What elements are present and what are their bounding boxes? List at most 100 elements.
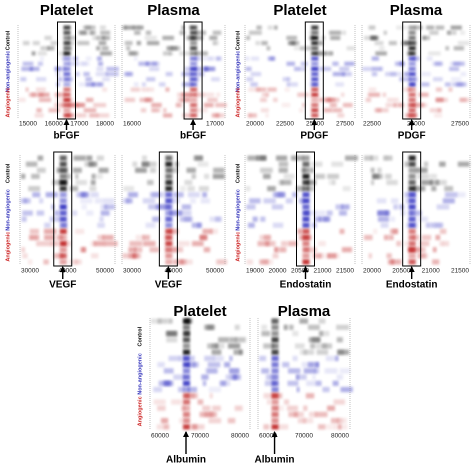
group-label: Control [5,30,11,50]
gel-image [20,155,118,265]
band [196,222,203,228]
band [425,222,431,228]
band [152,108,159,113]
band [75,72,80,77]
band [408,77,416,82]
band [434,113,443,118]
arrow-head [271,431,278,437]
band [435,25,445,30]
x-tick-label: 50000 [206,268,224,275]
band [98,41,107,46]
band [91,82,104,87]
band [187,192,200,198]
group-label: Non-angiogenic [5,189,11,231]
x-tick-label: 18000 [96,121,114,128]
band [191,241,204,247]
band [141,161,151,167]
band [435,222,442,228]
x-tick-label: 20000 [246,121,264,128]
band [191,35,204,40]
band [163,368,174,374]
band [311,108,319,113]
band [179,259,187,265]
band [125,198,133,204]
band [200,198,211,204]
band [127,192,138,198]
band [96,35,100,40]
band [459,97,467,102]
x-tick-label: 30000 [123,268,141,275]
gel-image [122,25,227,118]
protein-label: PDGF [300,131,328,142]
band [99,216,104,222]
band [234,324,240,330]
band [37,61,43,66]
band [261,324,268,330]
band [303,368,317,374]
band [444,192,458,198]
band [86,155,93,161]
band [98,61,103,66]
band [255,41,261,46]
band [190,72,198,77]
band [417,173,430,179]
band [59,186,67,192]
band [295,374,300,380]
band [385,72,397,77]
band [311,66,319,71]
band [44,234,56,241]
band [95,72,108,77]
band [371,173,376,179]
band [92,35,99,40]
band [432,247,437,253]
band [20,198,28,204]
band [63,41,71,46]
band [59,192,67,198]
band [413,186,426,192]
band [314,51,326,56]
band [30,234,38,241]
band [174,161,179,167]
band [294,66,302,71]
band [423,161,429,167]
band [190,103,198,108]
band [288,411,299,418]
band [93,241,106,247]
band [130,87,141,92]
band [322,386,330,393]
band [246,204,256,210]
band [408,247,416,253]
band [370,155,379,161]
band [183,380,190,386]
band [183,362,190,368]
x-tick-label: 20500 [291,268,309,275]
band [28,186,41,192]
band [408,161,416,167]
band [182,113,191,118]
band [259,259,269,265]
band [63,82,71,87]
band [341,247,352,253]
band [257,241,270,247]
band [36,241,49,247]
arrow-head [302,266,309,272]
band [318,253,326,259]
x-tick-label: 27500 [451,121,469,128]
band [215,259,228,265]
band [55,72,61,77]
band [78,30,87,35]
band [40,56,44,61]
band [346,46,355,51]
protein-label: bFGF [180,131,206,142]
band [207,97,218,102]
band [81,204,87,210]
band [250,82,258,87]
arrow-head [408,266,415,272]
band [261,368,270,374]
band [173,192,184,198]
band [183,418,190,424]
band [156,424,164,430]
band [302,173,310,179]
band [96,155,104,161]
band [102,87,108,92]
